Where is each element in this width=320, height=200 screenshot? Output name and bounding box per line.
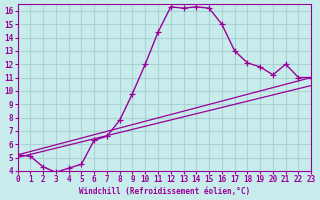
X-axis label: Windchill (Refroidissement éolien,°C): Windchill (Refroidissement éolien,°C) <box>79 187 250 196</box>
